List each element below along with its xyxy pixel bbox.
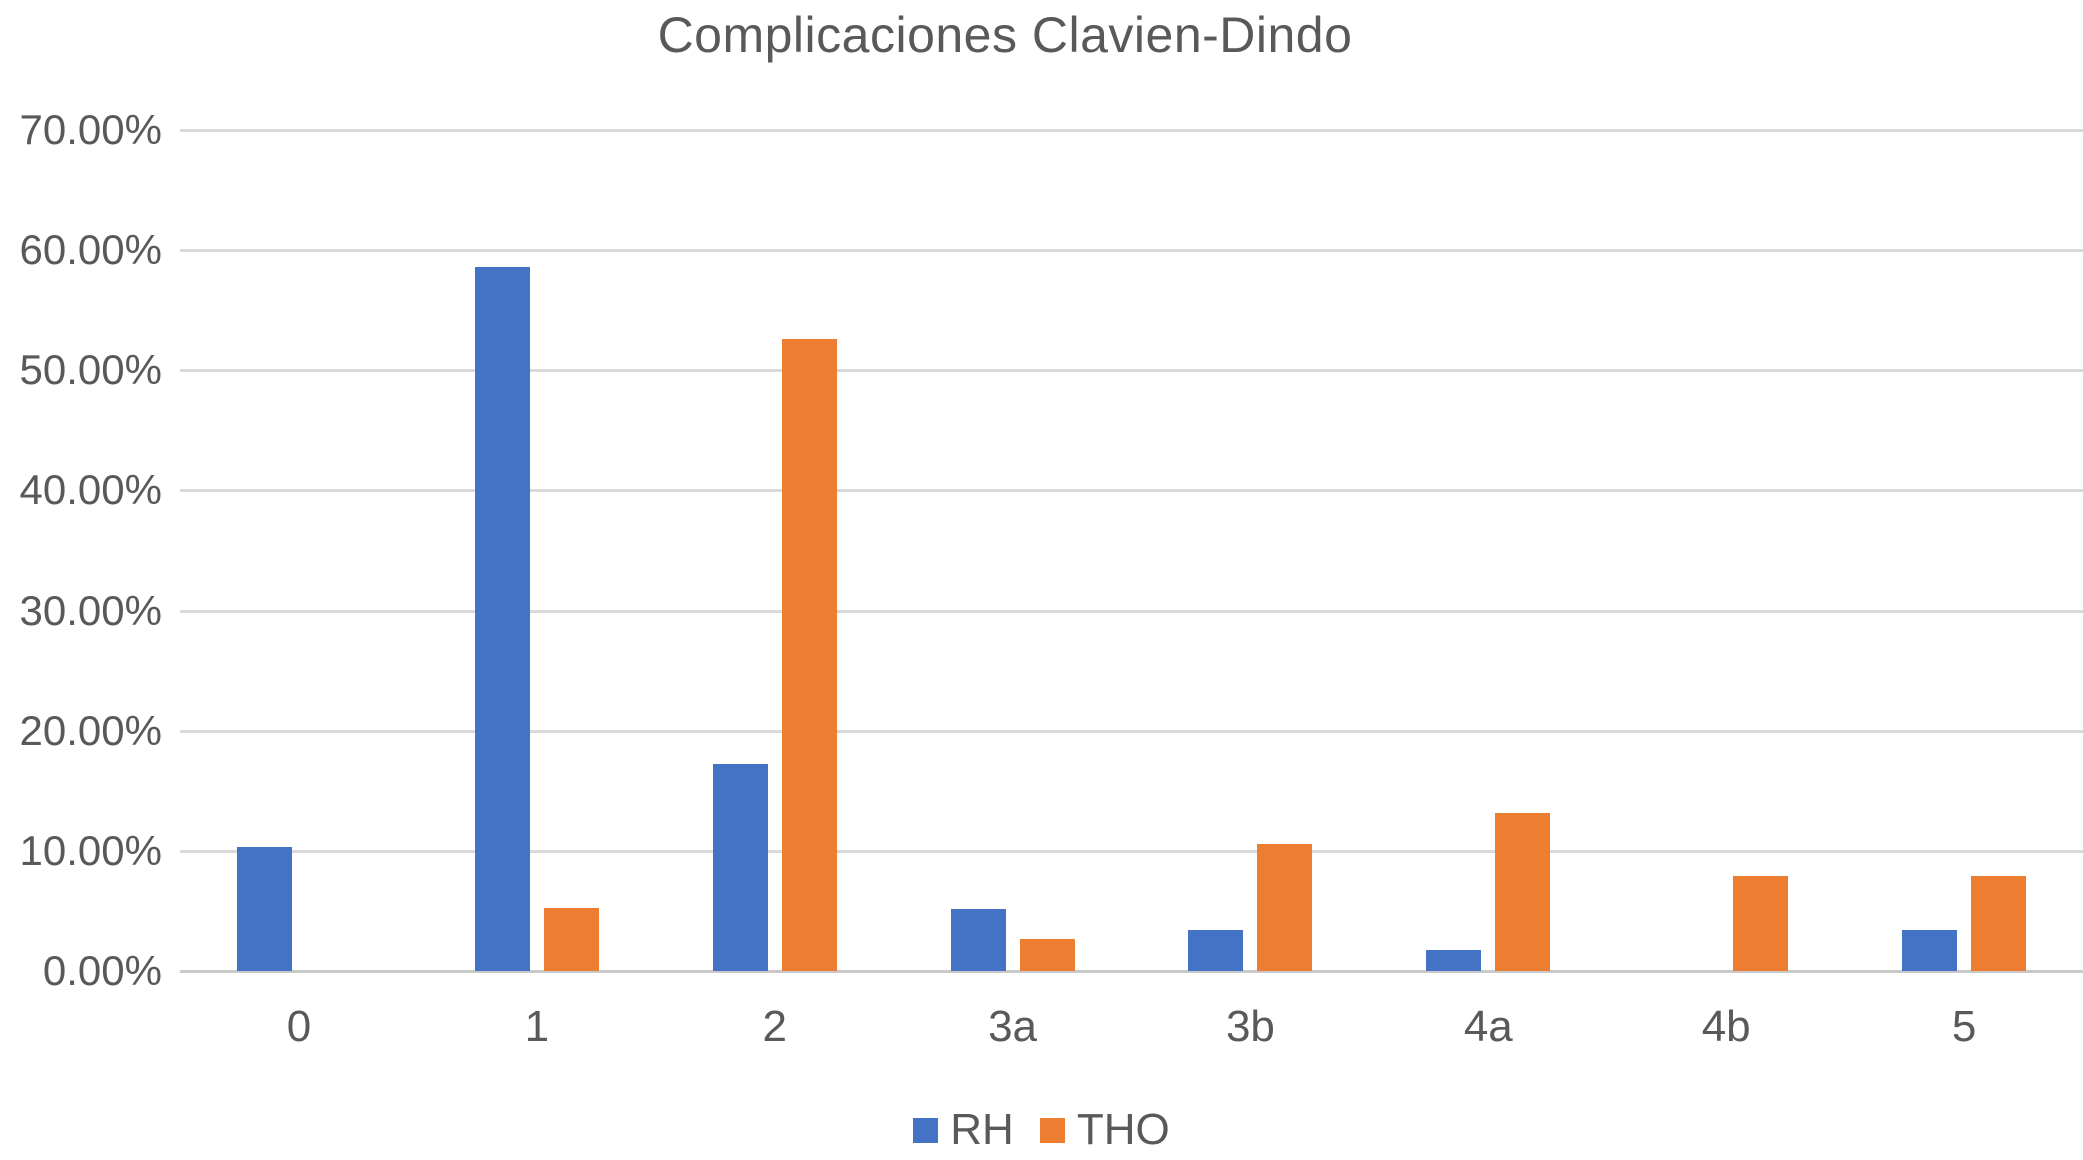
- x-tick-label: 5: [1951, 1002, 1977, 1051]
- chart-title: Complicaciones Clavien-Dindo: [657, 7, 1353, 63]
- legend-label-tho: THO: [1076, 1105, 1170, 1154]
- legend-color-swatch-tho: [1039, 1117, 1065, 1143]
- y-tick-label: 30.00%: [19, 586, 162, 634]
- gridline: [180, 129, 2083, 132]
- x-tick-label: 3b: [1225, 1002, 1275, 1051]
- gridline: [180, 369, 2083, 373]
- legend-item-tho: THO: [1039, 1105, 1170, 1154]
- y-tick-label: 20.00%: [19, 706, 162, 754]
- bar-tho-4a: [1495, 812, 1551, 971]
- x-tick-label: 2: [762, 1002, 787, 1051]
- y-tick-label: 10.00%: [19, 826, 162, 874]
- y-tick-label: 70.00%: [19, 106, 162, 153]
- bar-tho-4b: [1733, 876, 1789, 971]
- gridline: [180, 729, 2083, 733]
- legend-item-rh: RH: [913, 1108, 1014, 1152]
- bar-tho-1: [543, 907, 599, 971]
- gridline: [180, 249, 2083, 253]
- x-tick-label: 4b: [1701, 1002, 1751, 1051]
- bar-rh-5: [1902, 929, 1958, 971]
- y-tick-label: 0.00%: [42, 947, 162, 994]
- x-tick-label: 4a: [1463, 1002, 1513, 1051]
- gridline: [180, 489, 2083, 493]
- x-tick-label: 1: [524, 1002, 550, 1051]
- gridline: [180, 849, 2083, 853]
- bar-rh-3a: [950, 908, 1006, 971]
- bar-rh-3b: [1188, 929, 1244, 971]
- legend-color-swatch-rh: [913, 1117, 939, 1143]
- bar-tho-3b: [1257, 844, 1313, 971]
- x-axis-line: [180, 970, 2083, 973]
- legend-label-rh: RH: [950, 1105, 1014, 1154]
- bar-rh-4a: [1426, 950, 1482, 971]
- y-tick-label: 40.00%: [19, 466, 162, 514]
- bar-rh-2: [712, 763, 768, 971]
- bar-tho-2: [781, 338, 837, 971]
- y-tick-label: 60.00%: [19, 226, 162, 274]
- x-tick-label: 0: [286, 1002, 312, 1051]
- x-tick-label: 3a: [988, 1002, 1038, 1051]
- y-tick-label: 50.00%: [19, 346, 162, 394]
- bar-rh-1: [474, 266, 530, 971]
- legend: RH THO: [0, 1108, 2083, 1152]
- bar-rh-0: [236, 846, 292, 971]
- bar-tho-3a: [1019, 939, 1075, 971]
- gridline: [180, 609, 2083, 613]
- bar-tho-5: [1971, 876, 2027, 971]
